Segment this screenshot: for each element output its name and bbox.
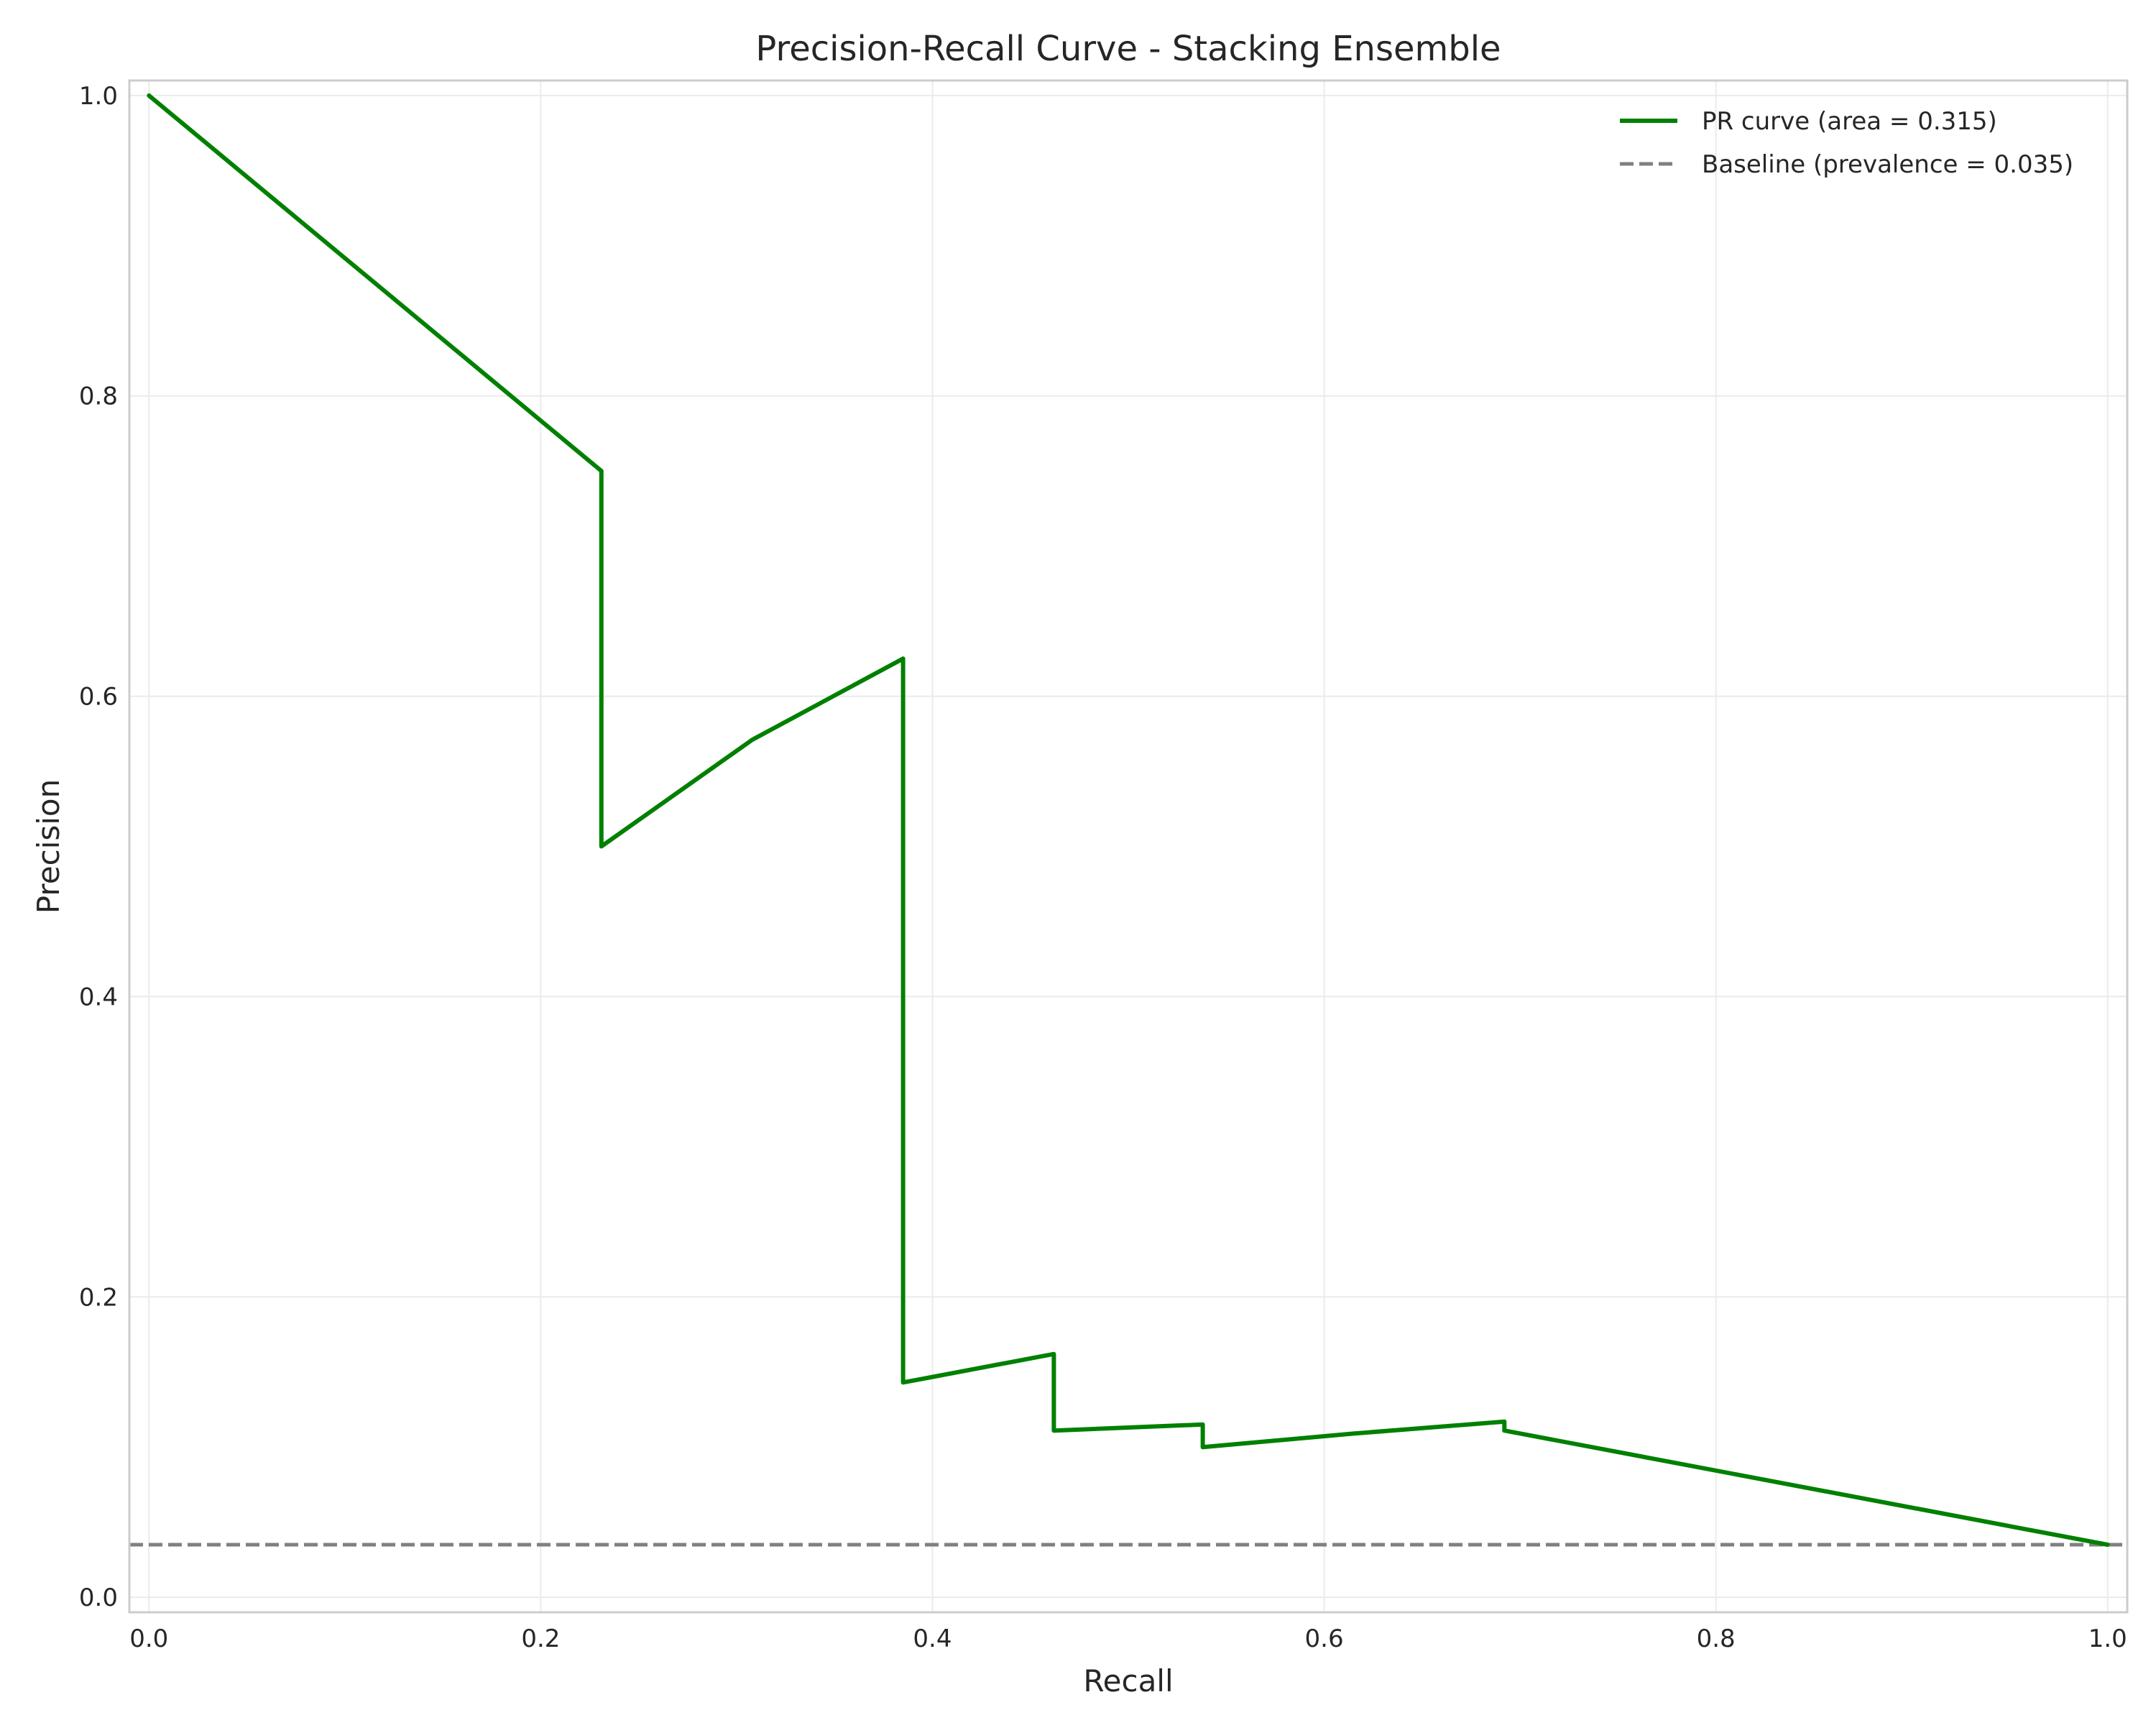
legend-label-baseline: Baseline (prevalence = 0.035) [1702,150,2073,179]
x-axis-label: Recall [1083,1663,1173,1699]
x-tick-label: 0.2 [521,1624,560,1653]
y-tick-label: 0.6 [79,683,118,712]
x-tick-label: 1.0 [2088,1624,2127,1653]
chart-title: Precision-Recall Curve - Stacking Ensemb… [755,29,1501,69]
y-tick-label: 1.0 [79,82,118,111]
series-layer [129,93,2127,1547]
legend: PR curve (area = 0.315) Baseline (preval… [1620,107,2073,179]
plot-frame [128,79,2129,1614]
x-tick-label: 0.8 [1697,1624,1736,1653]
x-tick-label: 0.4 [913,1624,952,1653]
x-tick-label: 0.0 [129,1624,168,1653]
tick-labels: 0.0 0.2 0.4 0.6 0.8 1.0 0.0 0.2 0.4 0.6 0.8 1.0 [79,82,2127,1653]
y-axis-label: Precision [31,779,66,914]
y-tick-label: 0.0 [79,1584,118,1612]
grid-lines [129,81,2127,1612]
pr-curve-line [147,93,2110,1547]
y-tick-label: 0.4 [79,983,118,1011]
legend-label-pr-curve: PR curve (area = 0.315) [1702,107,1997,136]
y-tick-label: 0.8 [79,382,118,411]
x-tick-label: 0.6 [1305,1624,1344,1653]
y-tick-label: 0.2 [79,1283,118,1312]
plot-area [129,81,2127,1612]
